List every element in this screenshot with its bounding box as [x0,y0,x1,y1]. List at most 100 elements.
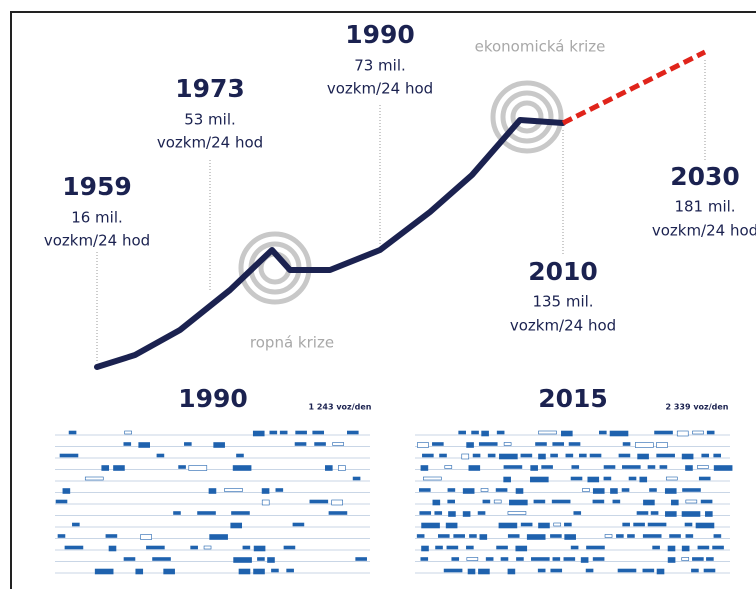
vehicle [552,557,561,561]
vehicle [647,522,667,527]
vehicle [705,511,713,517]
vehicle [209,534,228,540]
vehicle [94,568,114,575]
vehicle [347,430,359,435]
vehicle [570,476,583,481]
vehicle [55,499,68,504]
traffic [55,430,733,575]
vehicle [681,545,690,552]
vehicle [535,442,547,446]
vehicle [592,488,605,494]
vehicle [656,453,675,458]
vehicle [208,488,217,494]
vehicle [568,442,581,446]
vehicle [420,465,429,471]
vehicle [667,557,676,563]
vehicle [495,488,508,492]
vehicle [231,511,250,515]
rings-economic [490,80,564,154]
vehicle [434,511,443,515]
vehicle [582,488,590,492]
vehicle [659,465,668,469]
vehicle [421,522,440,529]
vehicle [331,499,343,506]
vehicle [498,522,518,529]
vehicle [447,499,455,504]
panel-note: 1 243 voz/den [309,403,372,412]
vehicle [416,534,425,538]
vehicle [621,488,630,492]
vehicle [446,545,459,550]
vehicle [444,465,453,469]
annotation: ekonomická krize [475,38,606,56]
vehicle [507,568,516,575]
vehicle [703,568,716,573]
unit: vozkm/24 hod [44,232,150,250]
vehicle [451,557,460,561]
vehicle [338,465,346,471]
vehicle [432,499,441,506]
vehicle [352,476,361,481]
vehicle [622,442,631,446]
vehicle [570,545,579,550]
vehicle [173,511,181,515]
vehicle [712,545,724,550]
vehicle [622,522,630,527]
vehicle [669,534,681,538]
vehicle [485,557,494,561]
vehicle [72,522,80,527]
vehicle [713,534,722,538]
panel-title: 2015 [538,384,608,413]
vehicle [656,442,668,448]
vehicle [530,465,538,471]
vehicle [685,465,693,471]
vehicle [467,568,476,575]
vehicle [684,522,693,527]
vehicle [628,476,637,481]
vehicle [550,568,563,573]
vehicle [203,545,212,550]
vehicle [421,545,429,552]
vehicle [585,568,594,573]
vehicle [617,568,637,573]
vehicle [236,453,244,458]
vehicle [419,488,431,492]
vehicle [633,522,645,527]
vehicle [230,522,243,529]
vehicle [471,430,479,435]
value: 135 mil. [532,293,593,311]
vehicle [509,499,528,506]
vehicle [462,488,475,494]
vehicle [123,557,136,561]
vehicle [531,557,550,561]
vehicle [466,557,479,561]
vehicle [295,430,307,435]
vehicle [551,499,571,504]
vehicle [432,442,444,446]
vehicle [468,465,481,471]
vehicle [642,568,655,573]
vehicle [652,545,660,550]
vehicle [642,534,662,538]
vehicle [355,557,367,561]
vehicle [695,522,715,529]
vehicle [685,534,694,538]
vehicle [563,557,576,561]
vehicle [197,511,216,515]
vehicle [618,453,631,458]
vehicle [146,545,165,550]
vehicle [478,568,490,575]
vehicle [332,442,344,446]
vehicle [477,511,486,515]
vehicle [232,465,252,471]
unit: vozkm/24 hod [510,317,616,335]
vehicle [503,465,523,469]
vehicle [538,522,550,529]
vehicle [487,453,496,458]
vehicle [564,522,572,527]
vehicle [438,534,450,538]
vehicle [163,568,175,575]
vehicle [643,499,655,506]
vehicle [507,511,527,515]
unit: vozkm/24 hod [327,80,433,98]
